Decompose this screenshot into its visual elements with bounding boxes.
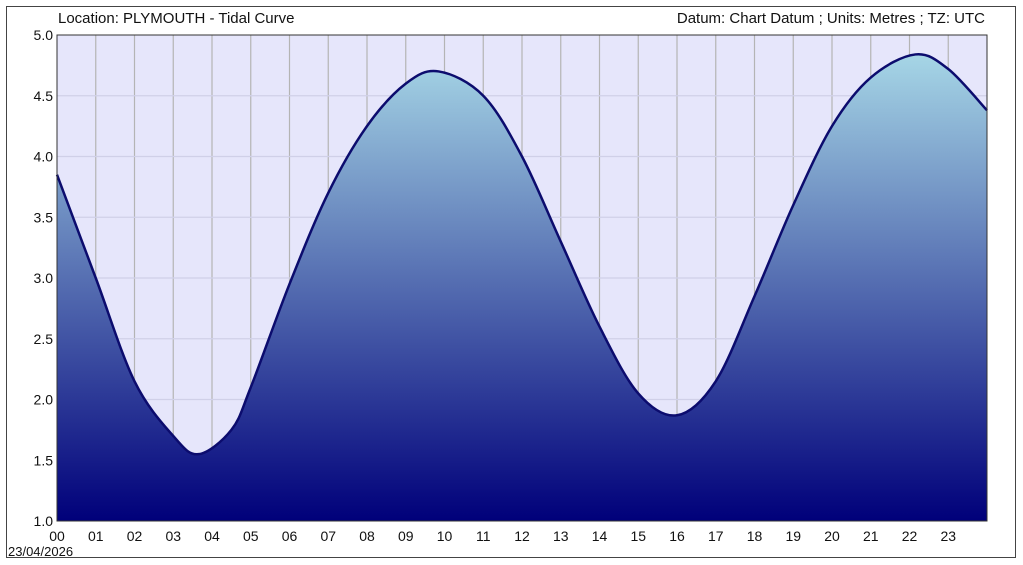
x-tick-label: 11 (476, 528, 491, 544)
x-tick-label: 21 (863, 528, 879, 544)
x-tick-label: 10 (437, 528, 453, 544)
x-tick-label: 08 (359, 528, 375, 544)
x-tick-label: 12 (514, 528, 530, 544)
x-tick-label: 02 (127, 528, 143, 544)
y-tick-label: 3.0 (34, 270, 54, 286)
x-tick-label: 09 (398, 528, 414, 544)
x-tick-label: 00 (49, 528, 65, 544)
x-tick-label: 23 (940, 528, 956, 544)
y-tick-label: 4.0 (34, 149, 54, 165)
x-tick-label: 15 (630, 528, 646, 544)
y-tick-label: 1.5 (34, 452, 54, 468)
x-tick-label: 17 (708, 528, 724, 544)
x-tick-label: 13 (553, 528, 569, 544)
x-tick-label: 05 (243, 528, 259, 544)
tide-curve-line (55, 53, 988, 456)
date-label: 23/04/2026 (8, 544, 74, 559)
chart-title: Location: PLYMOUTH - Tidal Curve (58, 10, 295, 27)
chart-datum-info: Datum: Chart Datum ; Units: Metres ; TZ:… (676, 10, 985, 27)
y-tick-label: 5.0 (34, 27, 54, 43)
y-tick-label: 2.5 (34, 331, 54, 347)
plot-border (56, 34, 988, 522)
x-tick-label: 03 (165, 528, 181, 544)
x-tick-label: 19 (785, 528, 801, 544)
x-tick-label: 18 (747, 528, 763, 544)
y-tick-label: 4.5 (34, 88, 54, 104)
y-tick-label: 2.0 (34, 392, 54, 408)
y-tick-label: 1.0 (34, 513, 54, 529)
x-axis-ticks: 00 01 02 03 04 05 06 07 08 09 10 11 12 13 14 15 16 17 18 19… (49, 528, 956, 544)
y-tick-label: 3.5 (34, 209, 54, 225)
tide-area (57, 54, 987, 522)
x-tick-label: 14 (592, 528, 608, 544)
x-tick-label: 07 (320, 528, 336, 544)
x-tick-label: 22 (902, 528, 918, 544)
x-tick-label: 06 (282, 528, 298, 544)
x-tick-label: 16 (669, 528, 685, 544)
y-axis-ticks: 1.0 1.5 2.0 2.5 3.0 3.5 4.0 4.5 5.0 (34, 27, 54, 529)
x-tick-label: 04 (204, 528, 220, 544)
x-tick-label: 01 (88, 528, 104, 544)
x-tick-label: 20 (824, 528, 840, 544)
